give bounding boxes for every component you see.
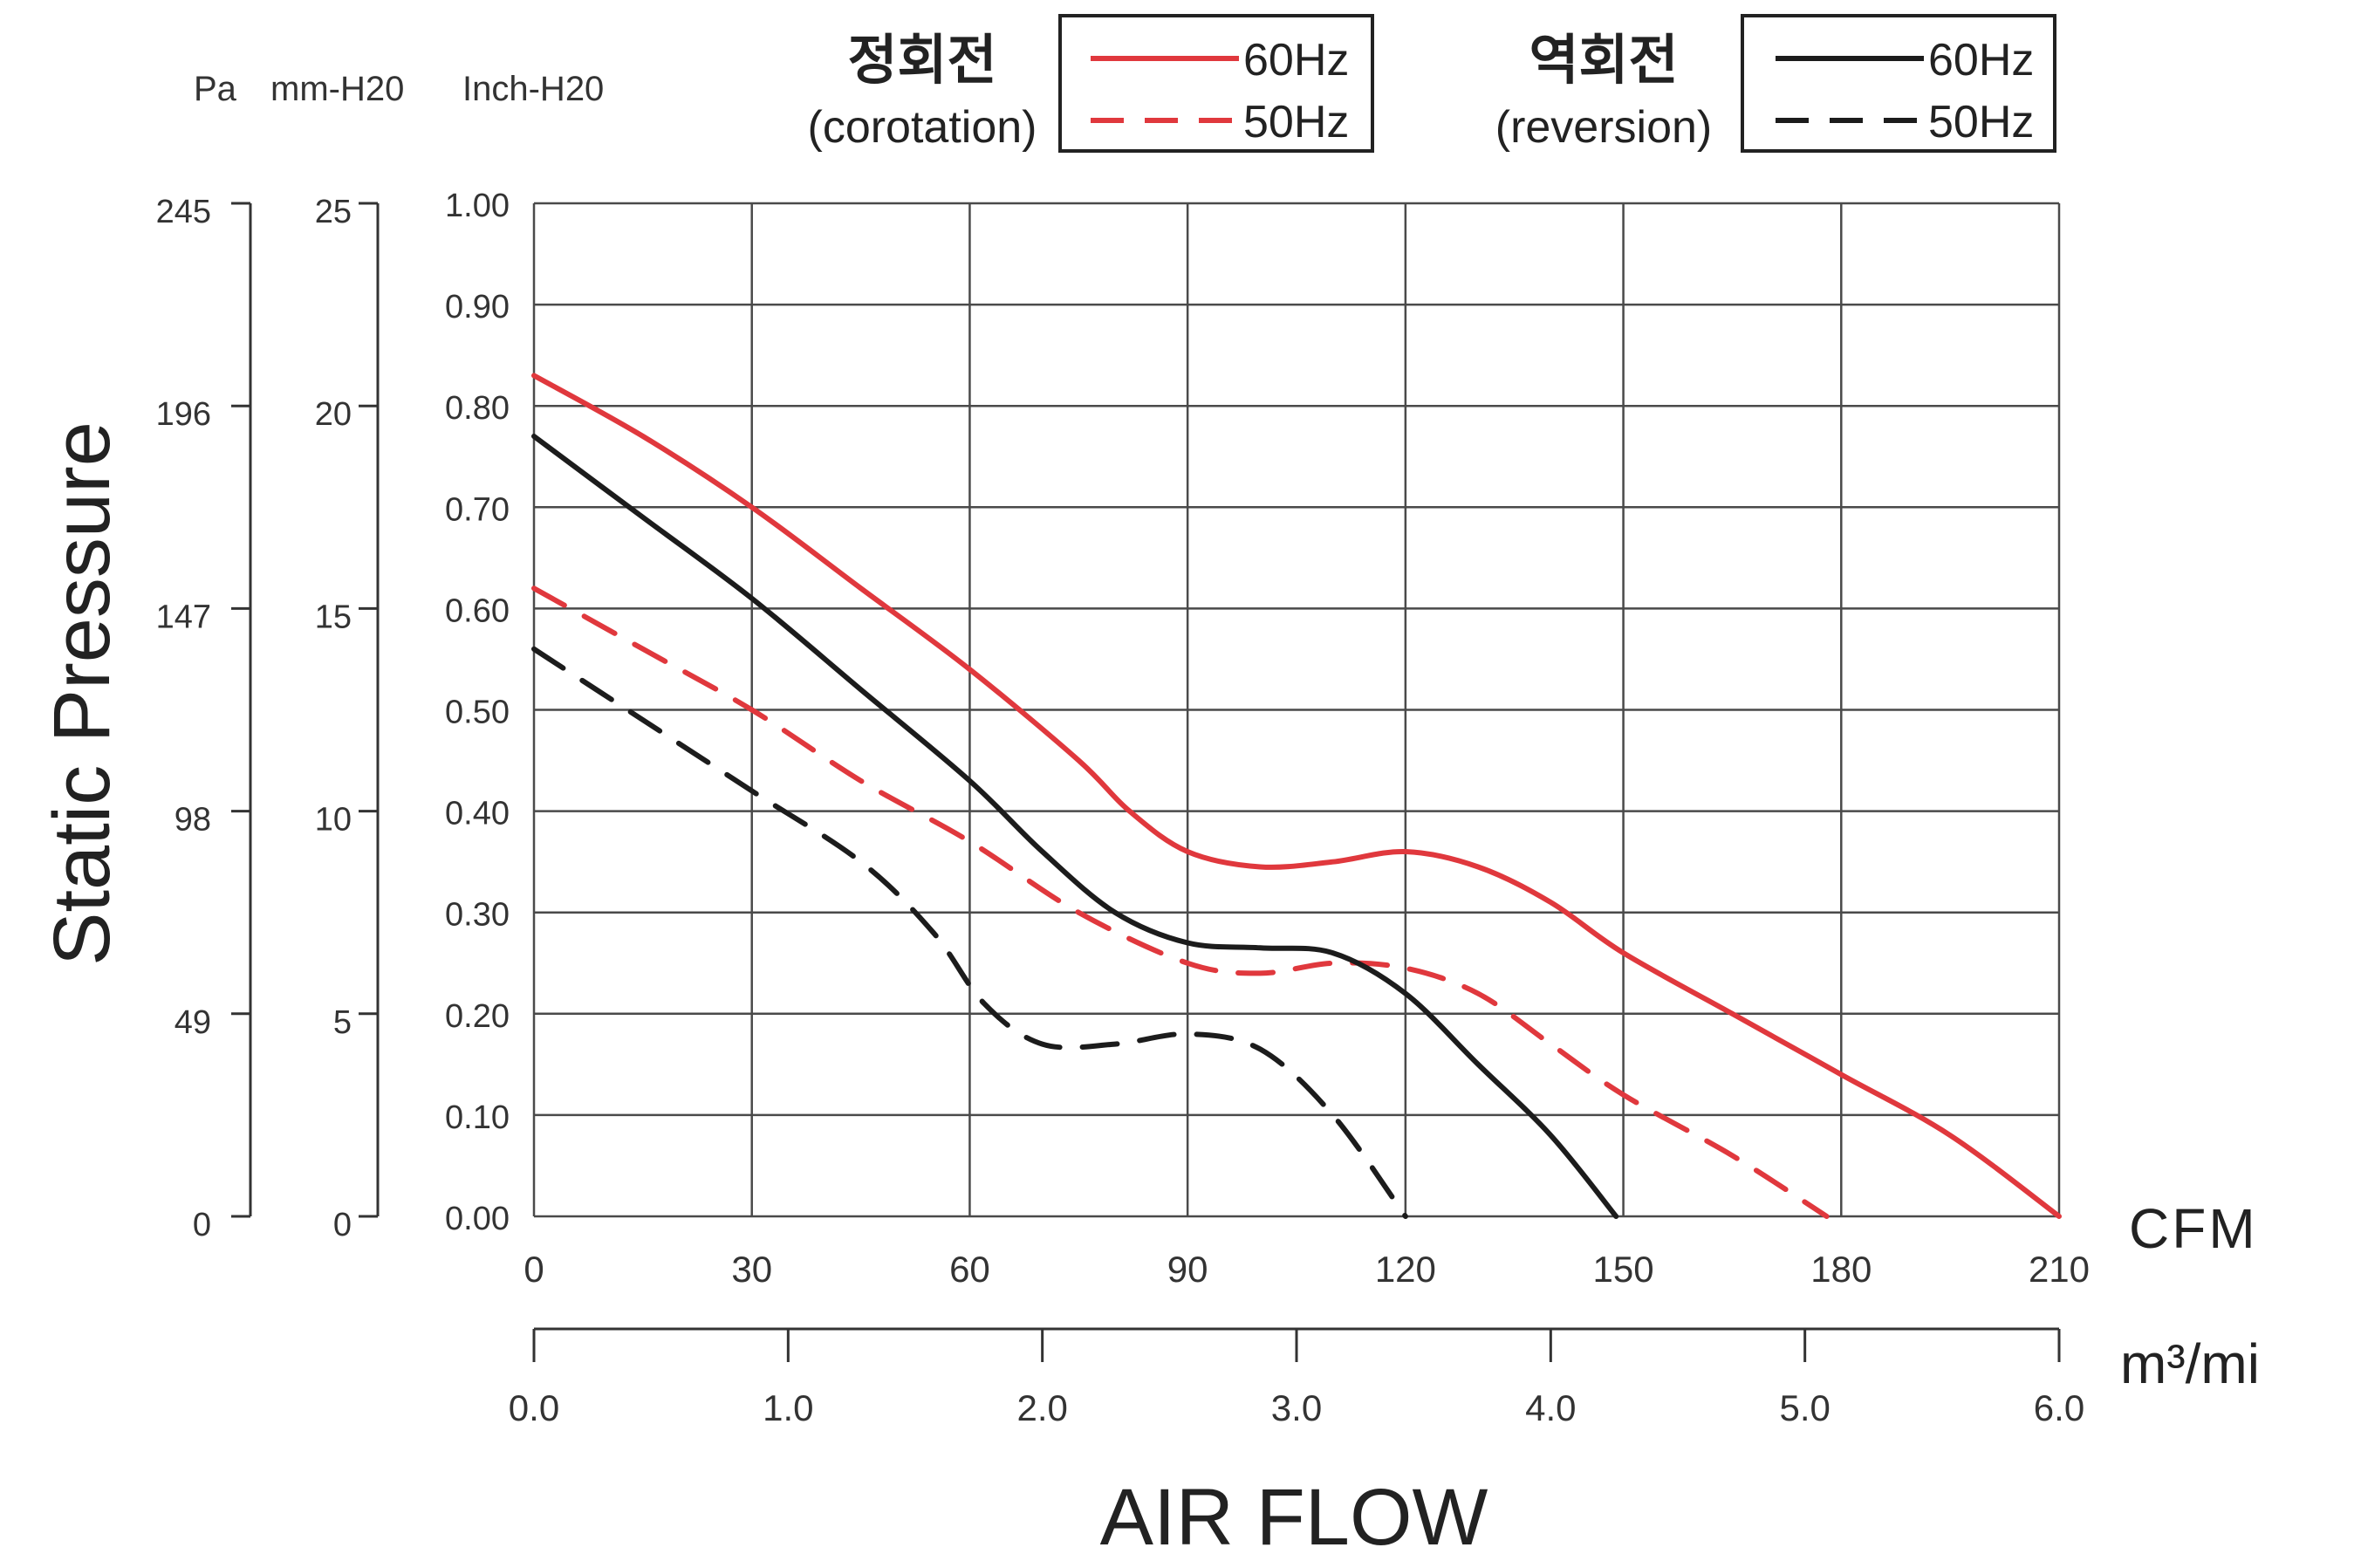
y-axis-title: Static Pressure	[38, 421, 127, 966]
x-unit-cfm: CFM	[2129, 1197, 2258, 1260]
pa-tick-label: 196	[156, 396, 211, 433]
y-tick-label: 0.70	[445, 491, 510, 528]
y-tick-label: 0.20	[445, 998, 510, 1035]
grid	[532, 202, 2061, 1218]
legend-label-reversion-60hz: 60Hz	[1928, 35, 2034, 86]
mm-tick-label: 5	[333, 1004, 352, 1041]
x2-tick-label: 3.0	[1271, 1387, 1322, 1428]
mm-tick-label: 25	[315, 194, 352, 230]
x-tick-label: 180	[1810, 1249, 1872, 1290]
x2-tick-label: 2.0	[1016, 1387, 1067, 1428]
series-reversion-50hz	[531, 646, 1408, 1219]
y-tick-label: 0.00	[445, 1201, 510, 1237]
pa-tick-label: 147	[156, 599, 211, 635]
axes: 0.000.100.200.300.400.500.600.700.800.90…	[156, 188, 2090, 1428]
pa-tick-label: 245	[156, 194, 211, 230]
x-tick-label: 60	[949, 1249, 990, 1290]
series-lines	[531, 373, 2062, 1219]
series-reversion-60hz	[531, 434, 1619, 1219]
x2-tick-label: 5.0	[1779, 1387, 1830, 1428]
pa-tick-label: 98	[174, 802, 211, 839]
axis-labels: Static Pressure AIR FLOW CFM m³/mi Pa mm…	[38, 70, 2260, 1562]
legend-label-reversion-50hz: 50Hz	[1928, 97, 2034, 147]
pa-tick-label: 0	[193, 1207, 211, 1243]
legend-box-reversion	[1741, 14, 2056, 153]
mm-tick-label: 0	[333, 1207, 352, 1243]
legend-label-corotation-60hz: 60Hz	[1243, 35, 1349, 86]
y-tick-label: 0.40	[445, 796, 510, 832]
x-tick-label: 90	[1167, 1249, 1208, 1290]
x2-tick-label: 1.0	[763, 1387, 813, 1428]
legend-label-corotation-50hz: 50Hz	[1243, 97, 1349, 147]
series-corotation-50hz	[531, 585, 1830, 1219]
legend-group-corotation: 정회전	[847, 28, 996, 92]
y-tick-label: 0.50	[445, 695, 510, 731]
pa-tick-label: 49	[174, 1004, 211, 1041]
y-tick-label: 0.90	[445, 289, 510, 325]
x-tick-label: 120	[1375, 1249, 1436, 1290]
x2-unit: m³/mi	[2120, 1332, 2260, 1395]
mm-tick-label: 10	[315, 802, 352, 839]
x2-tick-label: 4.0	[1525, 1387, 1576, 1428]
mm-tick-label: 15	[315, 599, 352, 635]
legend-box-corotation	[1058, 14, 1374, 153]
unit-header-pa: Pa	[194, 70, 237, 108]
x2-tick-label: 0.0	[509, 1387, 559, 1428]
x-tick-label: 210	[2029, 1249, 2090, 1290]
x-tick-label: 0	[523, 1249, 544, 1290]
x-axis-title: AIR FLOW	[1100, 1473, 1488, 1562]
y-tick-label: 1.00	[445, 188, 510, 224]
y-tick-label: 0.60	[445, 592, 510, 629]
legend-group-reversion: 역회전	[1529, 28, 1678, 92]
series-corotation-60hz	[531, 373, 2062, 1219]
y-tick-label: 0.80	[445, 390, 510, 427]
unit-header-mm: mm-H20	[270, 70, 404, 108]
y-tick-label: 0.30	[445, 897, 510, 934]
legend-group-reversion-en: (reversion)	[1495, 102, 1713, 153]
x2-tick-label: 6.0	[2034, 1387, 2084, 1428]
x-tick-label: 150	[1593, 1249, 1654, 1290]
unit-header-inch: Inch-H20	[462, 70, 604, 108]
legend: 정회전 (corotation) 60Hz 50Hz 역회전 (reversio…	[808, 14, 2056, 153]
mm-tick-label: 20	[315, 396, 352, 433]
legend-group-corotation-en: (corotation)	[808, 102, 1037, 153]
x-tick-label: 30	[731, 1249, 772, 1290]
y-tick-label: 0.10	[445, 1099, 510, 1136]
